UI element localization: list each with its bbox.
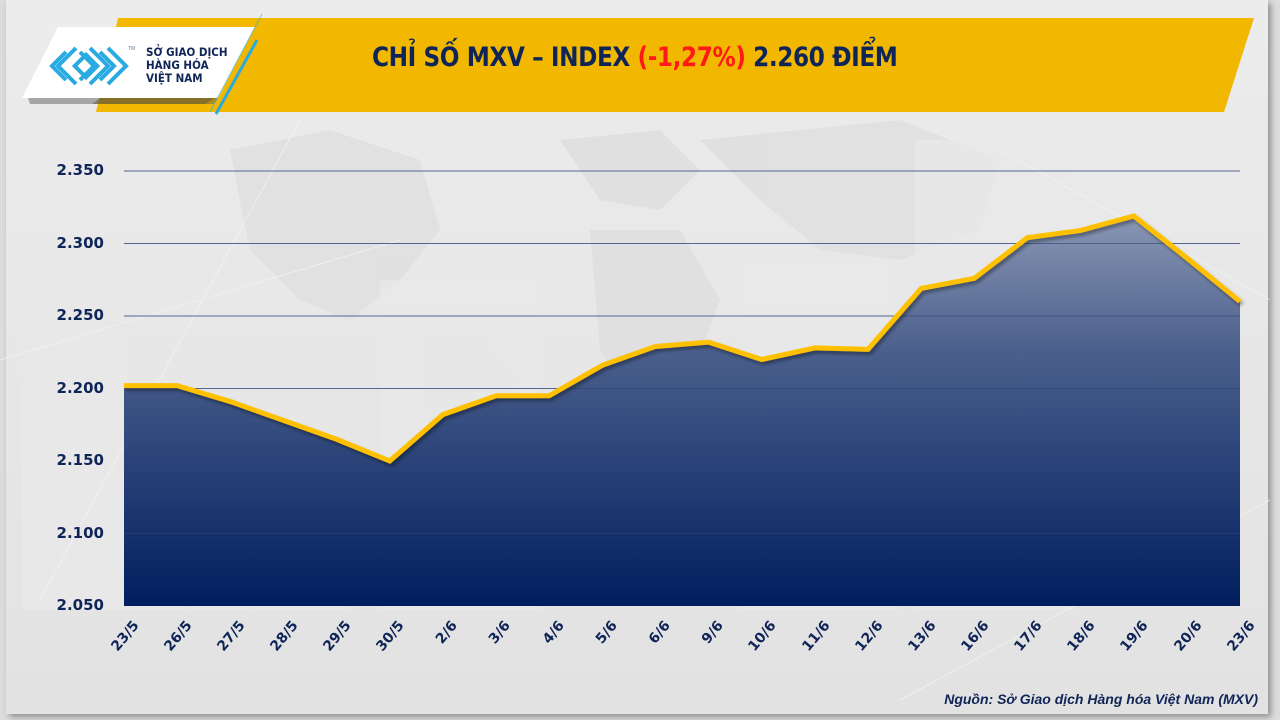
y-tick-label: 2.350: [56, 161, 104, 179]
title-value: 2.260 ĐIỂM: [745, 42, 898, 73]
logo-line-3: VIỆT NAM: [146, 71, 203, 85]
area-fill: [124, 215, 1240, 606]
chart-title: CHỈ SỐ MXV – INDEX (-1,27%) 2.260 ĐIỂM: [372, 42, 898, 73]
banner-yellow-band: [96, 18, 1254, 112]
y-tick-label: 2.250: [56, 306, 104, 324]
mxv-logo-icon: [49, 46, 129, 86]
y-tick-label: 2.200: [56, 378, 104, 397]
title-change-percent: (-1,27%): [637, 42, 746, 73]
logo-line-1: SỞ GIAO DỊCH: [146, 45, 228, 59]
trademark-symbol: TM: [128, 46, 136, 52]
source-note: Nguồn: Sở Giao dịch Hàng hóa Việt Nam (M…: [944, 691, 1258, 707]
y-tick-label: 2.100: [56, 523, 104, 542]
index-line: [124, 213, 1242, 464]
title-prefix: CHỈ SỐ MXV – INDEX: [372, 42, 638, 73]
y-tick-label: 2.050: [56, 596, 104, 614]
header-banner: [22, 13, 1254, 115]
y-tick-label: 2.300: [56, 233, 104, 252]
gridlines-over-area: [124, 170, 1240, 534]
y-tick-label: 2.150: [56, 451, 104, 469]
logo-line-2: HÀNG HÓA: [146, 58, 209, 72]
logo-text: SỞ GIAO DỊCH HÀNG HÓA VIỆT NAM: [146, 46, 228, 85]
